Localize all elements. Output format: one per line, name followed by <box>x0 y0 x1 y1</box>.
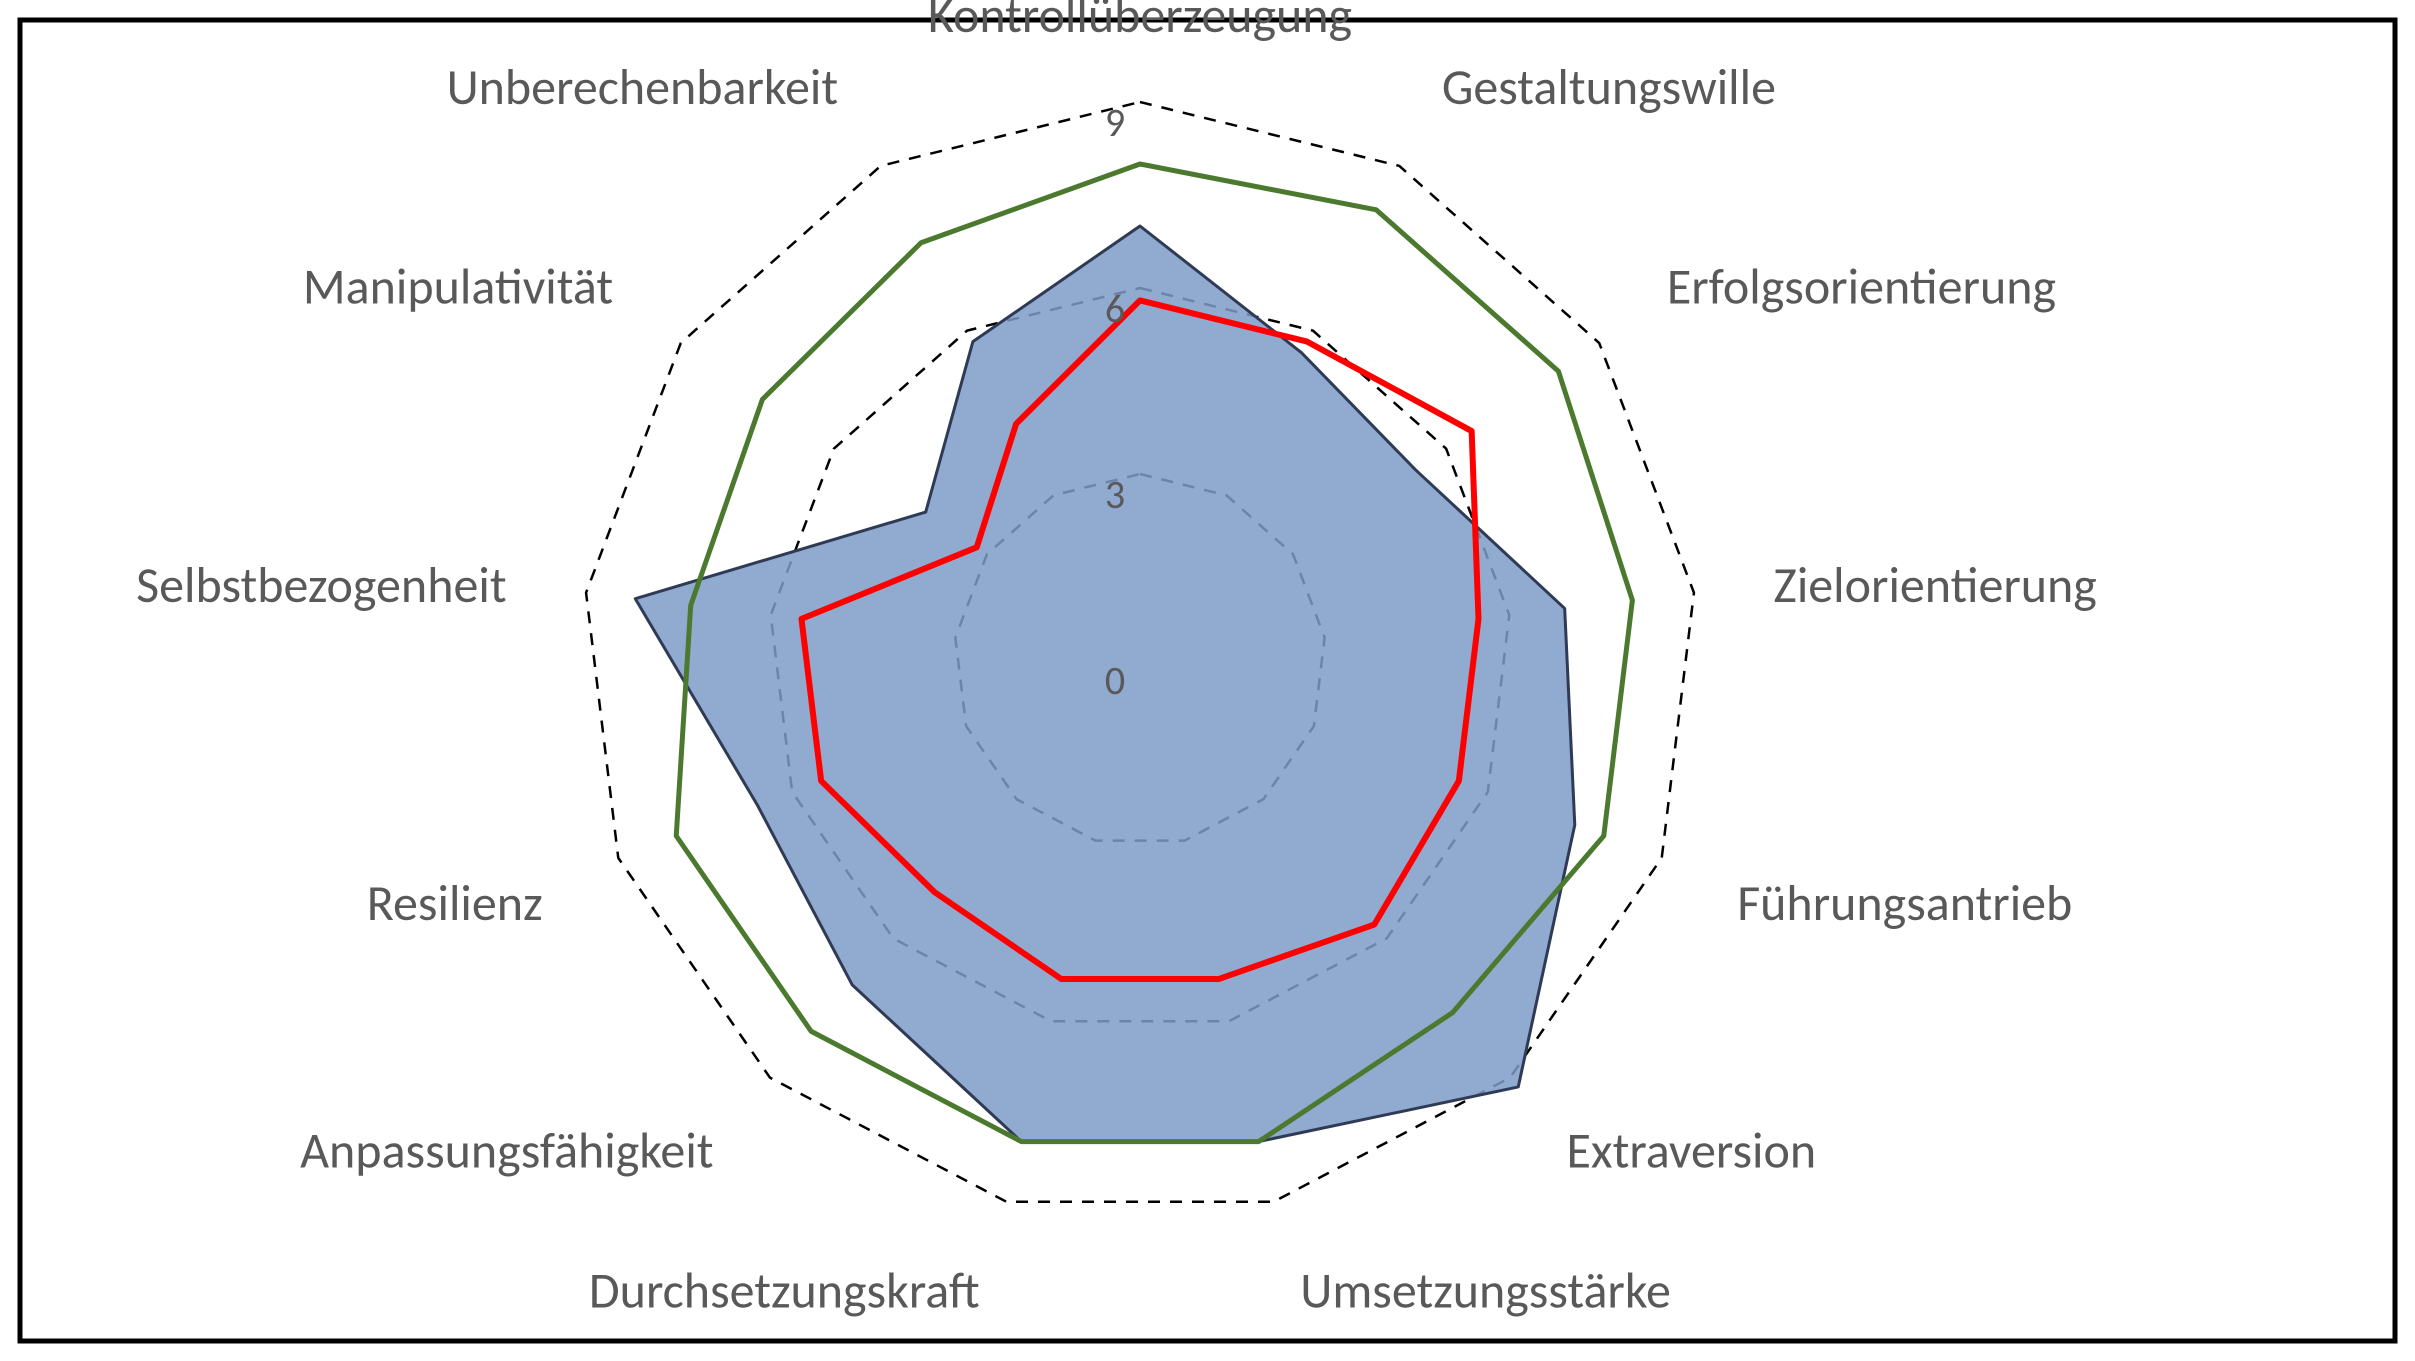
category-label: Führungsantrieb <box>1737 873 2072 934</box>
axis-tick-label: 0 <box>1105 656 1125 705</box>
category-label: Umsetzungsstärke <box>1300 1260 1671 1321</box>
category-label: Resilienz <box>367 873 543 934</box>
category-label: Kontrollüberzeugung <box>928 0 1352 46</box>
category-label: Erfolgsorientierung <box>1667 256 2056 317</box>
axis-tick-label: 3 <box>1105 470 1125 519</box>
category-label: Manipulativität <box>303 256 613 317</box>
axis-tick-label: 6 <box>1105 284 1125 333</box>
category-label: Anpassungsfähigkeit <box>300 1121 713 1182</box>
radar-chart-container: 0 3 6 9 Kontrollüberzeugung Gestaltungswille E… <box>0 0 2415 1361</box>
category-label: Unberechenbarkeit <box>447 57 839 118</box>
category-label: Selbstbezogenheit <box>136 555 506 616</box>
radar-chart-svg: 0 3 6 9 Kontrollüberzeugung Gestaltungswille E… <box>0 0 2415 1361</box>
category-label: Zielorientierung <box>1773 555 2096 616</box>
category-label: Extraversion <box>1566 1121 1816 1182</box>
category-label: Durchsetzungskraft <box>589 1260 980 1321</box>
axis-tick-label: 9 <box>1105 98 1125 147</box>
category-label: Gestaltungswille <box>1442 57 1776 118</box>
